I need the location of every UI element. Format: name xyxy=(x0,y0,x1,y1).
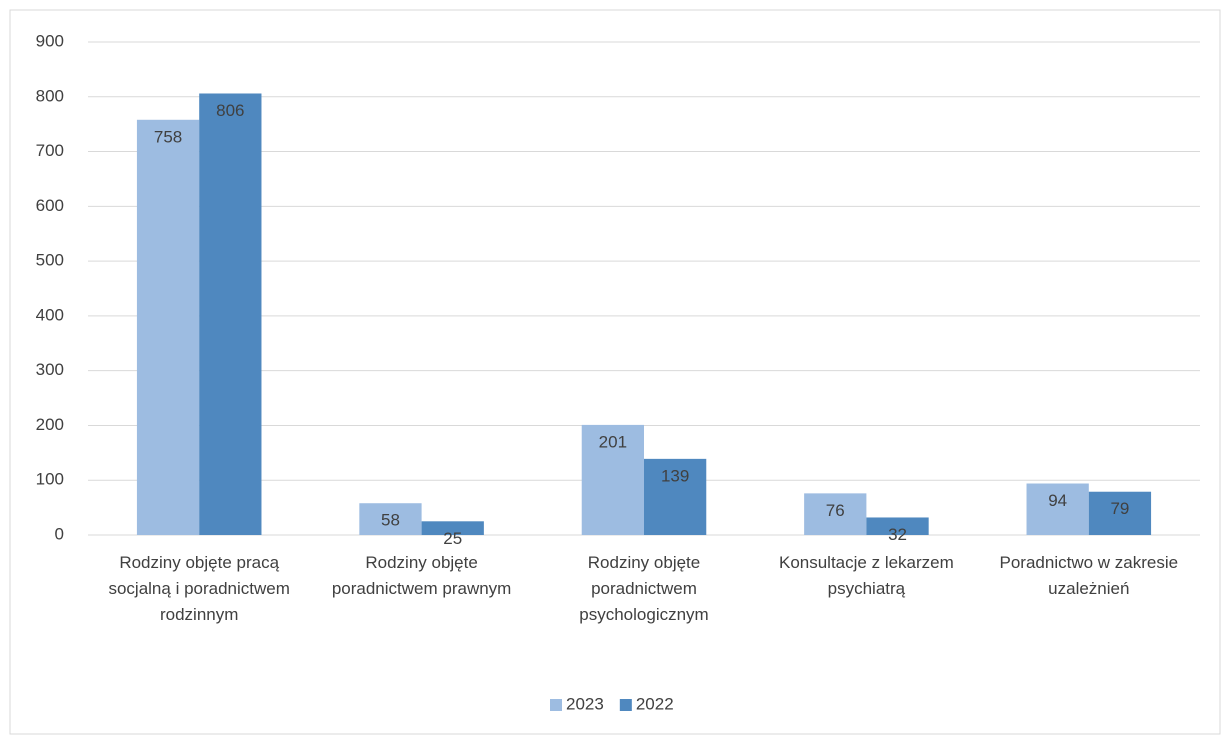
data-label: 94 xyxy=(1048,491,1067,510)
y-tick-label: 500 xyxy=(36,251,64,270)
legend-swatch xyxy=(619,699,632,711)
data-label: 76 xyxy=(826,501,845,520)
bar xyxy=(1088,491,1152,535)
y-tick-label: 800 xyxy=(36,86,64,105)
chart-border xyxy=(9,9,1221,735)
y-tick-label: 100 xyxy=(36,470,64,489)
bar xyxy=(199,93,262,535)
x-tick-label: Rodziny objęte poradnictwem prawnym xyxy=(331,553,512,598)
data-label: 758 xyxy=(154,127,182,146)
bar xyxy=(866,517,929,535)
y-tick-label: 300 xyxy=(36,360,64,379)
y-tick-label: 900 xyxy=(36,31,64,50)
data-label: 201 xyxy=(599,432,627,451)
y-tick-label: 700 xyxy=(36,141,64,160)
bar xyxy=(359,503,422,535)
bar xyxy=(804,493,867,535)
bar xyxy=(421,521,484,535)
y-tick-label: 600 xyxy=(36,196,64,215)
y-tick-label: 400 xyxy=(36,305,64,324)
data-label: 25 xyxy=(443,529,462,548)
legend-label: 2022 xyxy=(636,694,674,713)
legend-swatch xyxy=(550,699,562,711)
data-label: 32 xyxy=(888,525,907,544)
bar xyxy=(136,119,200,535)
x-tick-label: Rodziny objęte pracą socjalną i poradnic… xyxy=(108,553,290,624)
x-tick-label: Poradnictwo w zakresie uzależnień xyxy=(999,553,1179,598)
bar xyxy=(644,458,707,535)
y-tick-label: 0 xyxy=(55,524,64,543)
x-tick-label: Konsultacje z lekarzem psychiatrą xyxy=(778,553,954,598)
data-label: 79 xyxy=(1110,499,1129,518)
data-label: 58 xyxy=(381,511,400,530)
x-tick-label: Rodziny objęte poradnictwem psychologicz… xyxy=(579,553,709,624)
bar xyxy=(1026,483,1089,535)
data-label: 806 xyxy=(216,101,244,120)
bar xyxy=(581,424,644,535)
data-label: 139 xyxy=(661,466,689,485)
legend-label: 2023 xyxy=(566,694,604,713)
y-tick-label: 200 xyxy=(36,415,64,434)
